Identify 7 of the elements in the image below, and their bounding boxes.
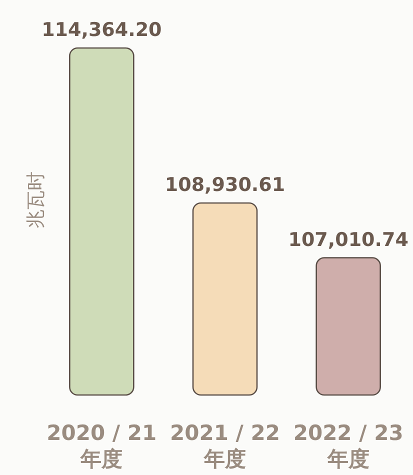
x-tick-label: 2022 / 23 年度 (293, 421, 404, 471)
data-label: 114,364.20 (42, 19, 162, 41)
data-label: 108,930.61 (164, 174, 286, 196)
x-tick-label: 2020 / 21 年度 (46, 421, 157, 471)
y-axis-title: 兆瓦时 (25, 172, 47, 228)
x-tick-label: 2021 / 22 年度 (170, 421, 280, 471)
data-label: 107,010.74 (288, 228, 408, 251)
